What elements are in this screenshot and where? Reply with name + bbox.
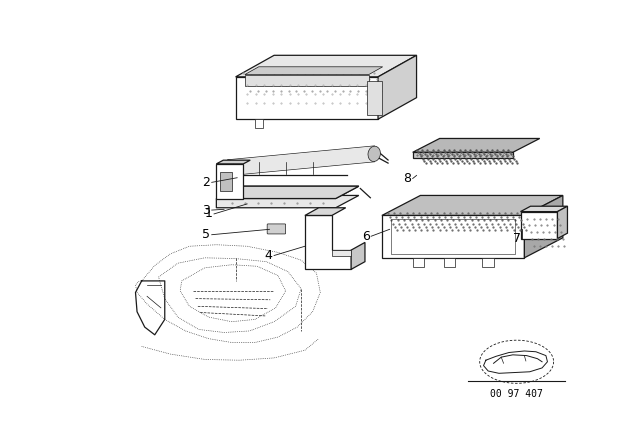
Text: 00 97 407: 00 97 407 <box>490 389 543 399</box>
Text: 7: 7 <box>513 232 520 245</box>
Polygon shape <box>382 195 563 215</box>
Ellipse shape <box>221 160 234 175</box>
Polygon shape <box>520 211 557 238</box>
Polygon shape <box>378 55 417 119</box>
Polygon shape <box>216 160 250 164</box>
Polygon shape <box>255 119 262 129</box>
Text: 6: 6 <box>362 230 369 243</box>
FancyBboxPatch shape <box>267 224 285 234</box>
Polygon shape <box>332 250 351 255</box>
Text: 8: 8 <box>403 172 411 185</box>
Polygon shape <box>557 206 568 238</box>
Polygon shape <box>305 208 346 215</box>
Polygon shape <box>245 67 383 74</box>
Polygon shape <box>216 164 243 198</box>
Text: 5: 5 <box>202 228 210 241</box>
Text: 4: 4 <box>265 249 273 262</box>
Ellipse shape <box>368 146 380 162</box>
Polygon shape <box>245 74 369 86</box>
Polygon shape <box>228 146 374 176</box>
Polygon shape <box>444 258 455 267</box>
Polygon shape <box>216 186 359 198</box>
Polygon shape <box>482 258 493 267</box>
Text: 2: 2 <box>202 176 210 189</box>
Polygon shape <box>413 138 540 152</box>
Polygon shape <box>236 55 417 77</box>
Polygon shape <box>520 206 568 211</box>
Polygon shape <box>413 152 513 159</box>
Polygon shape <box>220 172 232 191</box>
Polygon shape <box>382 215 524 258</box>
Polygon shape <box>351 242 365 269</box>
Polygon shape <box>367 81 382 116</box>
Polygon shape <box>305 215 351 269</box>
Text: 3: 3 <box>202 203 210 216</box>
Polygon shape <box>216 186 359 208</box>
Text: 1: 1 <box>205 207 212 220</box>
Polygon shape <box>236 77 378 119</box>
Polygon shape <box>413 258 424 267</box>
Polygon shape <box>524 195 563 258</box>
